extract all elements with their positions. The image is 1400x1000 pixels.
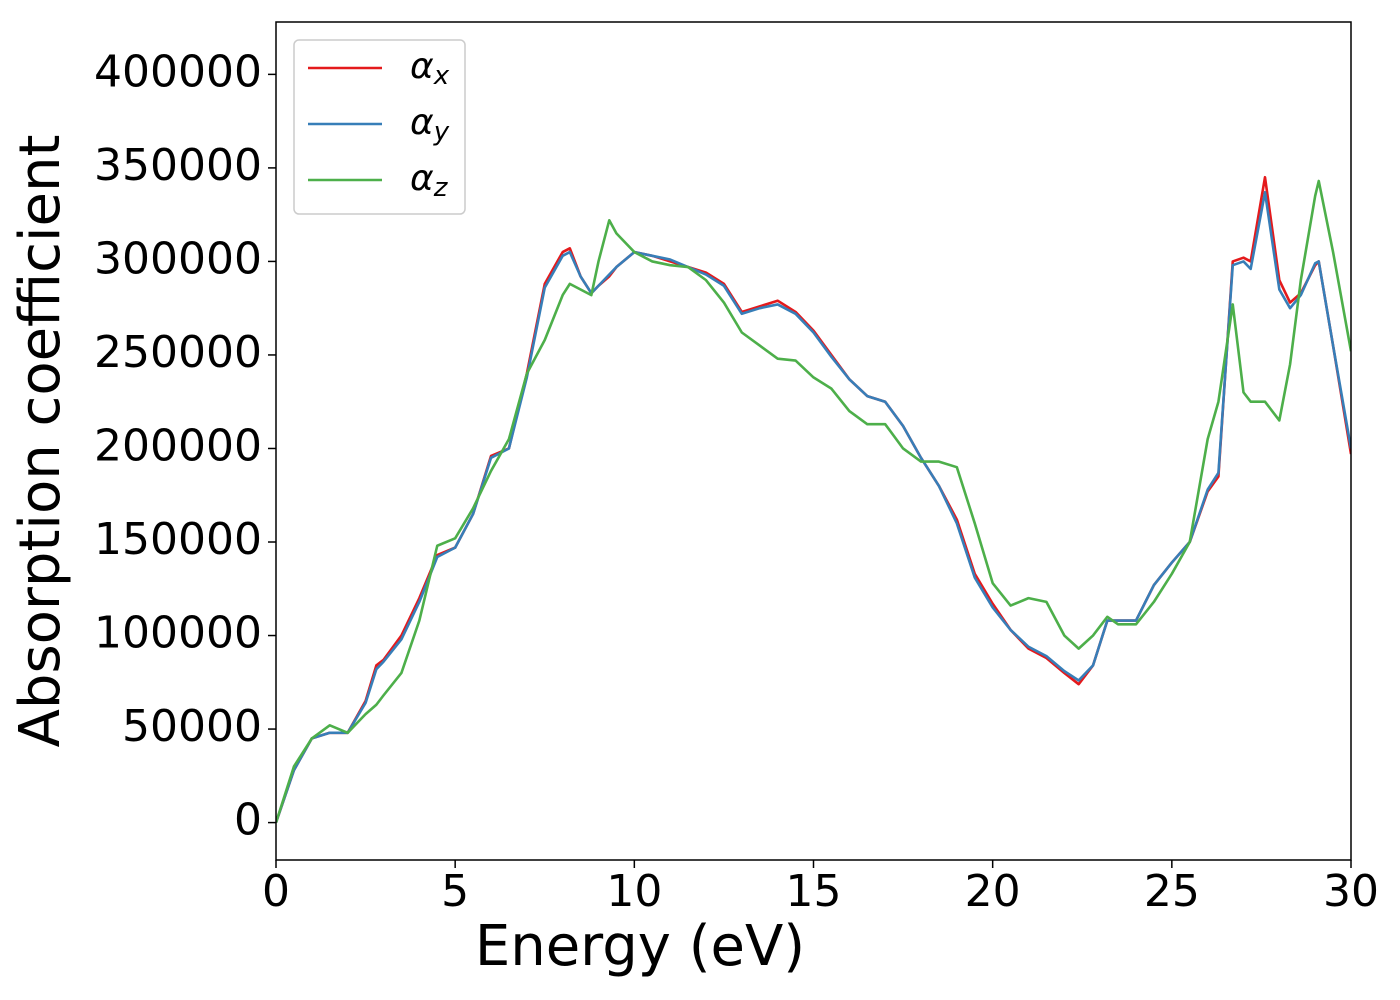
data-line xyxy=(276,179,1351,823)
y-tick-label: 300000 xyxy=(94,233,262,284)
x-tick-label: 10 xyxy=(606,866,662,917)
legend-label: αx xyxy=(410,46,450,91)
x-tick-label: 20 xyxy=(965,866,1021,917)
legend: αx αy αz xyxy=(293,39,466,215)
y-tick-label: 400000 xyxy=(94,46,262,97)
y-tick-label: 250000 xyxy=(94,327,262,378)
legend-label: αz xyxy=(410,158,449,203)
y-tick-label: 150000 xyxy=(94,514,262,565)
axes-frame xyxy=(275,21,1352,861)
data-line xyxy=(276,175,1351,824)
x-tick-label: 15 xyxy=(786,866,842,917)
x-tick-label: 30 xyxy=(1323,866,1379,917)
x-tick-label: 25 xyxy=(1144,866,1200,917)
x-tick-label: 0 xyxy=(262,866,290,917)
data-line xyxy=(276,190,1351,824)
legend-label: αy xyxy=(410,102,450,147)
y-axis-label: Absorption coefficient xyxy=(8,135,73,748)
y-tick-label: 200000 xyxy=(94,420,262,471)
legend-box xyxy=(293,39,466,215)
plot-area xyxy=(276,175,1351,824)
y-tick-label: 50000 xyxy=(122,701,262,752)
x-tick-label: 5 xyxy=(441,866,469,917)
y-tick-label: 0 xyxy=(234,795,262,846)
y-tick-label: 100000 xyxy=(94,608,262,659)
y-tick-label: 350000 xyxy=(94,140,262,191)
x-axis-label: Energy (eV) xyxy=(475,914,805,979)
